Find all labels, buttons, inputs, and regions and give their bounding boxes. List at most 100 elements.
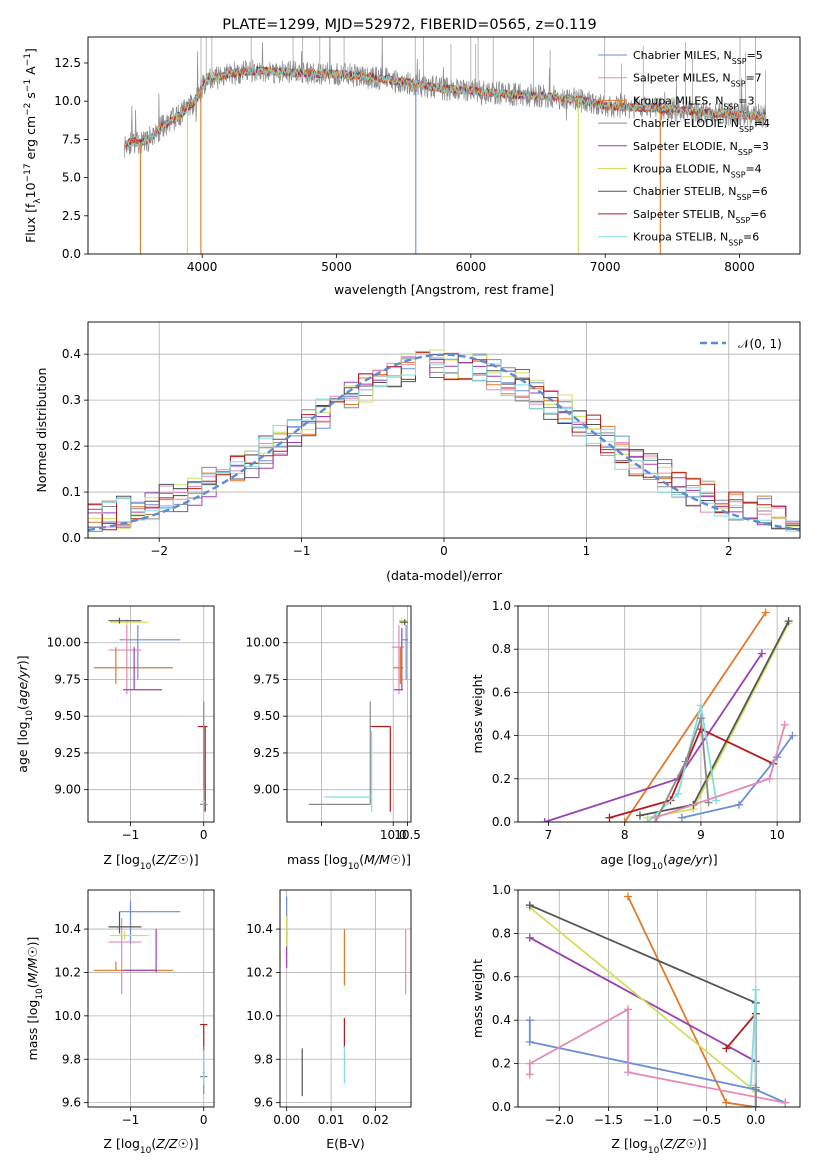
data-point <box>399 619 409 626</box>
ticks: 10.010.5 9.00 9.25 9.50 9.75 10.00 <box>246 636 421 842</box>
y-tick-label: 2.5 <box>62 209 81 223</box>
mass-vs-metallicity-panel: −1 0 9.6 9.8 10.0 10.2 10.4 Z [log10(Z/Z☉)] mass… <box>25 889 215 1156</box>
x-tick-label: −1 <box>293 544 311 558</box>
y-tick-label: 9.00 <box>54 783 81 797</box>
x-tick-label: 1 <box>583 544 591 558</box>
y-tick-label: 0.2 <box>492 1057 511 1071</box>
weight-marker <box>525 933 534 942</box>
data-point <box>108 617 142 624</box>
y-tick-label: 10.4 <box>246 922 273 936</box>
ticks: 7 8 9 10 0.0 0.2 0.4 0.6 0.8 1.0 <box>492 599 785 842</box>
weight-marker <box>757 649 766 658</box>
ticks: −1 0 9.00 9.25 9.50 9.75 10.00 <box>47 636 208 842</box>
data-point <box>123 647 162 691</box>
weight-marker <box>620 818 629 822</box>
weight-marker <box>784 617 793 626</box>
data-point <box>123 929 157 973</box>
legend-label: Chabrier STELIB, NSSP=6 <box>633 185 768 202</box>
weight-marker <box>605 813 614 822</box>
data-point <box>119 900 181 945</box>
grid <box>280 890 411 1107</box>
legend-label: 𝒩(0, 1) <box>738 337 782 351</box>
data-point <box>93 961 173 971</box>
weight-marker <box>624 1068 633 1077</box>
weight-line <box>529 906 757 1093</box>
y-tick-label: 0.4 <box>62 347 81 361</box>
y-tick-label: 1.0 <box>492 599 511 613</box>
axes-frame <box>87 321 801 539</box>
x-tick-label: −1 <box>122 828 140 842</box>
x-axis-label: mass [log10(M/M☉)] <box>287 852 411 872</box>
y-tick-label: 0.4 <box>492 729 511 743</box>
data-point <box>197 725 208 812</box>
weight-marker <box>525 1016 534 1025</box>
weight-line <box>654 718 710 822</box>
x-tick-label: 8000 <box>724 260 755 274</box>
y-tick-label: 0.6 <box>492 970 511 984</box>
x-tick-label: 0 <box>440 544 448 558</box>
data-point <box>324 730 373 812</box>
legend-label: Kroupa MILES, NSSP=3 <box>633 94 754 111</box>
weight-marker <box>696 701 705 710</box>
weight-marker <box>540 818 549 822</box>
data-point <box>108 918 142 995</box>
y-tick-label: 9.75 <box>54 672 81 686</box>
axes-frame <box>87 889 215 1108</box>
y-tick-label: 10.0 <box>54 94 81 108</box>
data-point <box>93 647 173 684</box>
weight-marker <box>624 892 633 901</box>
weight-series <box>525 1005 790 1107</box>
y-tick-label: 0.3 <box>62 393 81 407</box>
weight-marker <box>635 811 644 820</box>
weight-marker <box>751 985 760 994</box>
x-tick-label: 0.00 <box>273 1113 300 1127</box>
error-bars <box>93 900 208 1094</box>
x-tick-label: 9 <box>697 828 705 842</box>
weight-series <box>751 1083 760 1107</box>
x-tick-label: −0.5 <box>692 1113 721 1127</box>
legend-label: Kroupa ELODIE, NSSP=4 <box>633 163 762 180</box>
y-tick-label: 9.50 <box>253 709 280 723</box>
axes-frame <box>87 36 801 255</box>
y-tick-label: 10.4 <box>54 922 81 936</box>
y-tick-label: 9.6 <box>62 1096 81 1110</box>
x-tick-label: −2 <box>150 544 168 558</box>
y-tick-label: 0.0 <box>492 815 511 829</box>
histogram-series <box>88 350 800 535</box>
weight-marker <box>781 1098 790 1107</box>
y-tick-label: 9.00 <box>253 783 280 797</box>
grid <box>88 890 214 1107</box>
x-axis-label: (data-model)/error <box>386 568 503 583</box>
ticks: −1 0 9.6 9.8 10.0 10.2 10.4 <box>54 922 207 1127</box>
y-tick-label: 1.0 <box>492 883 511 897</box>
weight-marker <box>780 720 789 729</box>
axes-frame <box>517 889 801 1108</box>
x-tick-label: 0 <box>200 828 208 842</box>
x-tick-label: 0.0 <box>746 1113 765 1127</box>
y-tick-label: 10.2 <box>54 965 81 979</box>
weight-line <box>681 735 794 819</box>
x-axis-label: Z [log10(Z/Z☉)] <box>103 1136 198 1156</box>
mass-weight-vs-age-panel: 7 8 9 10 0.0 0.2 0.4 0.6 0.8 1.0 age [log10(age/yr… <box>470 599 801 872</box>
weight-marker <box>525 1037 534 1046</box>
x-tick-label: −1.5 <box>594 1113 623 1127</box>
x-tick-label: 7 <box>545 828 553 842</box>
weight-marker <box>681 757 690 766</box>
y-tick-label: 0.6 <box>492 685 511 699</box>
y-tick-label: 9.6 <box>254 1096 273 1110</box>
x-tick-label: 0.02 <box>362 1113 389 1127</box>
data-point <box>202 1050 206 1086</box>
spectrum-lines <box>123 37 767 254</box>
spectrum-panel: 4000 5000 6000 7000 8000 0.0 2.5 5.0 7.5 10.0 12.5… <box>23 17 801 297</box>
ticks: 4000 5000 6000 7000 8000 0.0 2.5 5.0 7.5 10.0 12.5 <box>54 56 755 274</box>
legend: Chabrier MILES, NSSP=5 Salpeter MILES, NS… <box>598 49 770 247</box>
y-tick-label: 9.50 <box>54 709 81 723</box>
y-tick-label: 9.25 <box>54 746 81 760</box>
weight-marker <box>788 731 797 740</box>
x-tick-label: −2.0 <box>545 1113 574 1127</box>
weight-marker <box>525 1070 534 1079</box>
data-point <box>308 701 371 805</box>
y-tick-label: 10.0 <box>246 1009 273 1023</box>
weight-marker <box>765 774 774 783</box>
